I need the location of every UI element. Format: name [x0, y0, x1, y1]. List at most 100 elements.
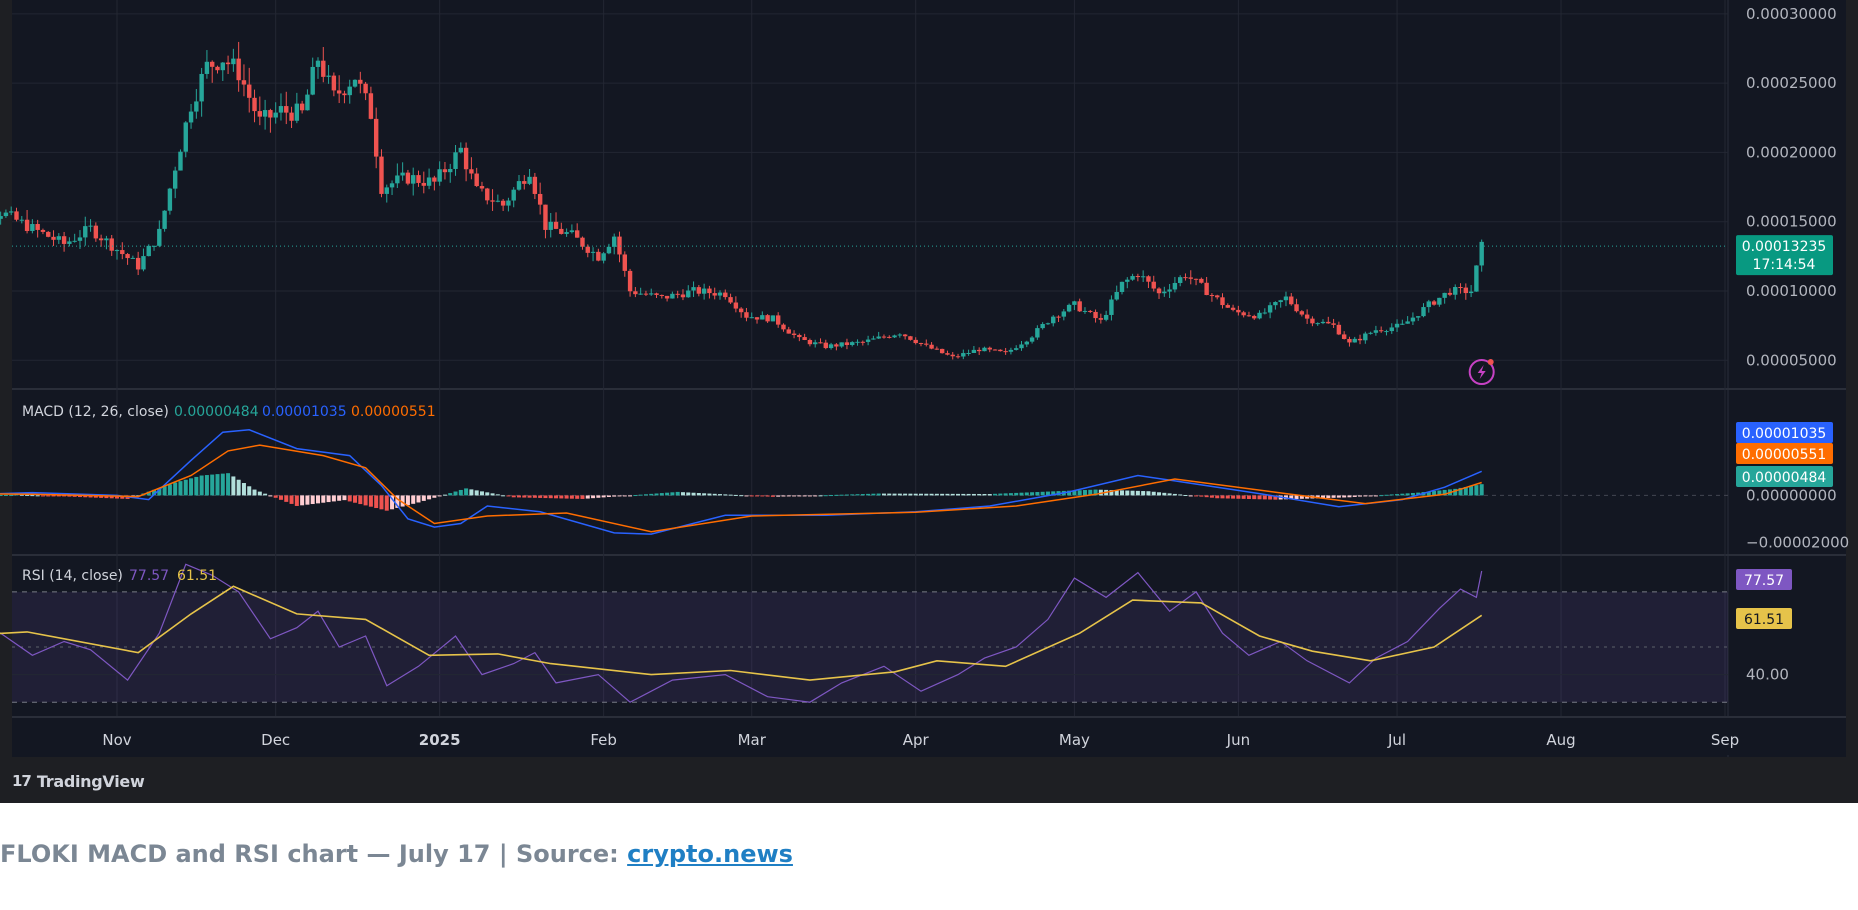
candle-body [310, 66, 315, 95]
macd-histogram-bar [9, 494, 14, 496]
macd-histogram-bar [1236, 495, 1241, 499]
time-axis-label: 2025 [419, 731, 461, 749]
candle-body [844, 342, 850, 346]
chart-canvas[interactable]: 0.00030000 0.00025000 0.00020000 0.00015000… [0, 0, 1858, 803]
candle-body [474, 173, 479, 187]
macd-histogram-bar [390, 495, 395, 510]
candle-body [1463, 287, 1469, 294]
candle-body [1331, 323, 1336, 325]
candle-body [511, 189, 516, 201]
macd-histogram-bar [559, 495, 564, 499]
macd-axis-label-bg-1 [1736, 422, 1833, 443]
macd-histogram-bar [1051, 491, 1056, 496]
candle-body [1019, 344, 1024, 349]
candle-body [9, 211, 14, 213]
candle-body [125, 254, 130, 259]
candle-body [1220, 297, 1225, 306]
candle-body [490, 200, 495, 202]
candle-body [1352, 338, 1357, 343]
macd-histogram-bar [19, 494, 24, 496]
macd-histogram-bar [612, 495, 617, 497]
candle-body [1320, 321, 1326, 324]
macd-histogram-bar [591, 495, 596, 499]
candle-body [416, 175, 421, 183]
macd-histogram-bar [802, 495, 807, 497]
candle-body [1384, 331, 1389, 333]
macd-histogram-bar [363, 495, 368, 506]
macd-histogram-bar [1257, 495, 1262, 500]
candle-body [828, 344, 834, 349]
lightning-bolt-icon [1477, 365, 1486, 379]
macd-histogram-bar [448, 493, 453, 496]
macd-series-line-signal [0, 444, 1482, 533]
macd-histogram-bar [739, 495, 744, 497]
candle-body [559, 228, 564, 234]
macd-histogram-bar [770, 495, 775, 497]
candle-body [818, 342, 823, 344]
candle-body [1283, 296, 1289, 301]
macd-histogram-bar [601, 495, 606, 498]
candle-body [1146, 276, 1151, 282]
source-link[interactable]: crypto.news [627, 840, 793, 868]
macd-histogram-bar [395, 495, 400, 508]
macd-histogram-bar [268, 495, 273, 497]
candle-body [347, 86, 352, 96]
macd-histogram-bar [1453, 488, 1458, 496]
rsi-ma-readout: 61.51 [177, 568, 217, 584]
macd-histogram-bar [1178, 494, 1183, 496]
macd-histogram-bar [1225, 495, 1230, 499]
candle-body [580, 237, 585, 247]
candle-body [1400, 323, 1405, 325]
candle-body [188, 111, 194, 123]
candle-body [157, 228, 162, 246]
macd-histogram-bar [718, 494, 722, 496]
candle-body [1363, 333, 1368, 341]
candle-body [294, 103, 300, 121]
macd-histogram-bar [643, 494, 648, 496]
macd-histogram-bar [495, 494, 500, 496]
candle-body [1088, 310, 1093, 312]
macd-axis-label-2: 0.00000551 [1742, 447, 1827, 463]
macd-histogram-bar [62, 495, 67, 497]
candle-body [612, 236, 617, 247]
candle-body [924, 343, 929, 345]
candle-body [162, 210, 167, 229]
macd-histogram-bar [115, 495, 119, 499]
price-tick-label: 0.00015000 [1746, 213, 1837, 231]
macd-histogram-bar [929, 493, 934, 496]
candle-body [83, 226, 88, 238]
tradingview-logo[interactable]: 17 TradingView [12, 770, 145, 792]
candle-body [522, 181, 527, 184]
macd-histogram-bar [1262, 495, 1267, 500]
macd-histogram-bar [99, 495, 104, 498]
macd-histogram-bar [1109, 490, 1114, 496]
macd-histogram-readout: 0.00000484 [174, 404, 259, 420]
macd-histogram-bar [919, 493, 923, 496]
macd-histogram-bar [860, 494, 865, 496]
macd-histogram-bar [744, 495, 749, 497]
candle-body [1135, 276, 1141, 278]
candle-body [1368, 332, 1373, 334]
macd-histogram-bar [844, 494, 849, 496]
candle-body [284, 106, 289, 113]
candle-body [564, 232, 569, 234]
macd-histogram-bar [903, 493, 908, 496]
macd-histogram-bar [1305, 495, 1310, 499]
macd-histogram-bar [263, 493, 268, 496]
candle-body [1188, 277, 1193, 279]
macd-histogram-bar [25, 494, 30, 496]
candle-body [733, 302, 739, 309]
candle-body [56, 236, 62, 240]
candle-body [1167, 289, 1172, 292]
macd-histogram-bar [1130, 490, 1135, 496]
candle-body [1103, 314, 1109, 320]
candle-body [696, 287, 702, 294]
candle-body [569, 230, 575, 233]
macd-histogram-bar [977, 493, 982, 496]
candle-body [1304, 314, 1310, 319]
macd-histogram-bar [1135, 490, 1140, 496]
candle-body [839, 342, 844, 347]
macd-histogram-bar [241, 483, 246, 496]
candle-body [262, 110, 268, 117]
macd-tick-label: −0.00002000 [1746, 533, 1849, 551]
